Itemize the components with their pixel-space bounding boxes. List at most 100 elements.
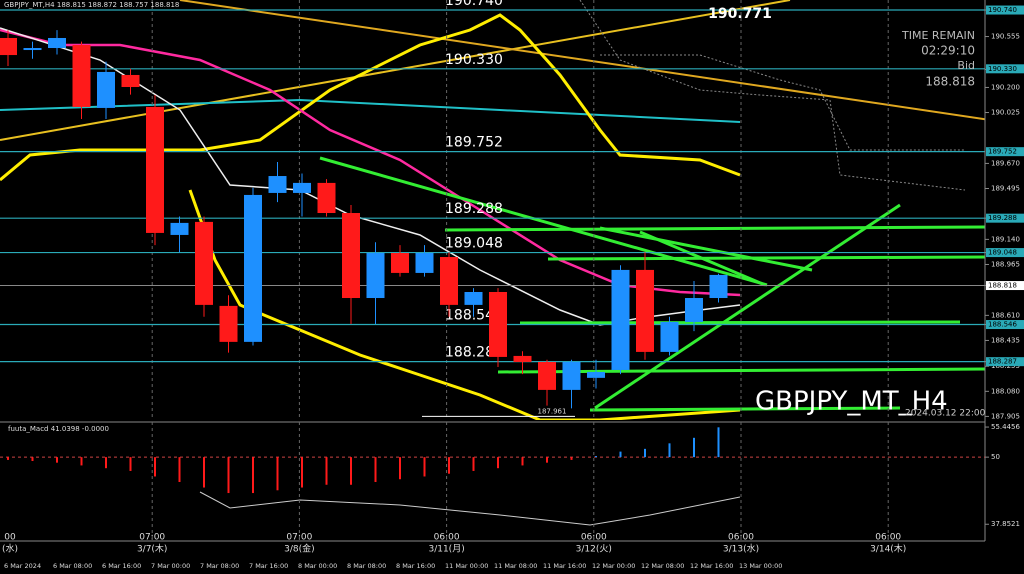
level-label: 188.287 bbox=[445, 345, 503, 361]
candle-body bbox=[611, 269, 630, 370]
macd-bar bbox=[693, 437, 695, 458]
candle-body bbox=[587, 371, 605, 378]
macd-bar bbox=[154, 457, 156, 477]
candle-body bbox=[146, 106, 164, 233]
candle-body bbox=[709, 274, 728, 299]
level-label: 189.288 bbox=[445, 201, 503, 217]
session-date: (水) bbox=[2, 543, 18, 555]
level-box-label: 189.048 bbox=[988, 249, 1017, 257]
macd-bar bbox=[668, 443, 671, 458]
macd-bar bbox=[178, 457, 181, 482]
trend-line bbox=[547, 255, 985, 261]
time-label: 8 Mar 16:00 bbox=[396, 562, 435, 570]
macd-bar bbox=[31, 457, 34, 462]
level-label: 190.740 bbox=[445, 0, 503, 9]
level-box-label: 190.330 bbox=[988, 65, 1017, 73]
candle-body bbox=[97, 71, 115, 108]
y-tick-label: 189.140 bbox=[991, 235, 1020, 243]
high-value: 188.872 bbox=[88, 1, 117, 9]
candle-body bbox=[268, 176, 287, 193]
macd-bar bbox=[570, 457, 573, 460]
time-label: 7 Mar 08:00 bbox=[200, 562, 239, 570]
watermark: GBPJPY_MT_H4 bbox=[755, 387, 948, 417]
level-box-label: 188.546 bbox=[988, 321, 1017, 329]
y-tick-label: 190.200 bbox=[991, 83, 1020, 91]
open-value: 188.815 bbox=[57, 1, 86, 9]
time-label: 12 Mar 00:00 bbox=[592, 562, 635, 570]
candle-body bbox=[636, 269, 654, 352]
trend-line bbox=[444, 225, 985, 232]
trend-line bbox=[0, 0, 791, 141]
level-label: 190.330 bbox=[445, 52, 503, 68]
macd-readout: 41.0398 bbox=[51, 425, 80, 433]
moving-average bbox=[0, 98, 741, 123]
band-upper bbox=[0, 13, 741, 182]
time-label: 12 Mar 08:00 bbox=[641, 562, 684, 570]
level-box bbox=[986, 357, 1024, 367]
time-label: 12 Mar 16:00 bbox=[690, 562, 733, 570]
y-tick-label: 189.670 bbox=[991, 159, 1020, 167]
y-tick-label: 188.435 bbox=[991, 336, 1020, 344]
y-tick-label: 188.610 bbox=[991, 311, 1020, 319]
cloud bbox=[600, 54, 965, 151]
macd-bar bbox=[399, 457, 401, 480]
candle-body bbox=[366, 253, 385, 299]
y2-tick-label: 37.8521 bbox=[991, 520, 1020, 528]
time-label: 13 Mar 00:00 bbox=[739, 562, 782, 570]
candle-body bbox=[48, 37, 66, 49]
trend-line bbox=[594, 203, 901, 410]
y-tick-label: 187.905 bbox=[991, 412, 1020, 420]
level-box bbox=[986, 248, 1024, 258]
time-label: 11 Mar 08:00 bbox=[494, 562, 537, 570]
candle-body bbox=[342, 213, 360, 299]
y-tick-label: 188.965 bbox=[991, 260, 1020, 268]
time-label: 11 Mar 00:00 bbox=[445, 562, 488, 570]
macd-bar bbox=[546, 457, 548, 463]
time-label: 11 Mar 16:00 bbox=[543, 562, 586, 570]
level-box-label: 189.752 bbox=[988, 148, 1017, 156]
time-remain-label: TIME REMAIN bbox=[901, 29, 975, 42]
macd-bar bbox=[521, 457, 524, 466]
time-label: 7 Mar 16:00 bbox=[249, 562, 288, 570]
level-label: 189.048 bbox=[445, 236, 503, 252]
macd-bar bbox=[56, 457, 58, 463]
y-tick-label: 190.555 bbox=[991, 33, 1020, 41]
level-box-label: 189.288 bbox=[988, 214, 1017, 222]
cloud bbox=[579, 0, 966, 191]
macd-bar bbox=[276, 457, 279, 491]
candle-body bbox=[219, 305, 238, 342]
macd-bar bbox=[497, 457, 499, 469]
symbol: GBPJPY_MT,H4 bbox=[4, 1, 55, 9]
candle-body bbox=[489, 291, 507, 357]
candle-body bbox=[440, 257, 458, 305]
level-box bbox=[986, 213, 1024, 223]
indicators: 190.740190.330189.752189.288189.048188.5… bbox=[0, 0, 985, 420]
candle-body bbox=[391, 253, 409, 273]
candle-body bbox=[0, 37, 17, 56]
macd-title: fuuta_Macd 41.0398 -0.0000 bbox=[8, 425, 109, 433]
bid-label: Bid bbox=[957, 59, 975, 72]
candle-body bbox=[195, 221, 213, 305]
level-box bbox=[986, 147, 1024, 157]
macd-bar bbox=[301, 457, 303, 488]
time-label: 8 Mar 00:00 bbox=[298, 562, 337, 570]
y-tick-label: 188.080 bbox=[991, 387, 1020, 395]
macd-bar bbox=[472, 457, 475, 471]
session-date: 3/14(木) bbox=[870, 543, 906, 555]
candle-body bbox=[293, 182, 311, 193]
trend-line bbox=[589, 406, 901, 412]
session-date: 3/13(水) bbox=[723, 543, 759, 555]
macd-bar bbox=[350, 457, 352, 485]
macd-readout: -0.0000 bbox=[82, 425, 109, 433]
level-label: 189.752 bbox=[445, 135, 503, 151]
band-lower bbox=[188, 189, 741, 420]
session-date: 3/7(木) bbox=[137, 543, 168, 555]
trend-line bbox=[319, 156, 768, 287]
y2-tick-label: 55.4456 bbox=[991, 423, 1020, 431]
candle-body bbox=[562, 361, 581, 390]
time-label: 7 Mar 00:00 bbox=[151, 562, 190, 570]
candle-body bbox=[72, 45, 91, 107]
candle-body bbox=[685, 298, 703, 322]
